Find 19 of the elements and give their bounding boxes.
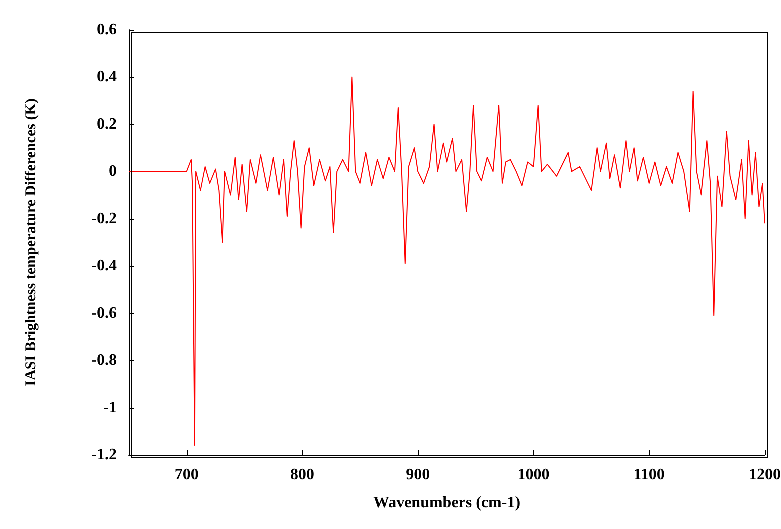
y-tick-label: -1.2 [92,446,117,464]
x-tick-label: 700 [174,466,199,484]
x-tick-label: 800 [290,466,314,484]
x-tick-label: 1100 [634,466,665,484]
x-tick-label: 1000 [518,466,550,484]
y-tick-label: -0.4 [92,258,117,275]
y-tick-label: 0.4 [97,68,117,86]
y-axis-title: IASI Brightness temperature Differences (K) [24,98,40,386]
y-tick-label: -0.2 [92,210,117,228]
x-axis-title: Wavenumbers (cm-1) [373,494,521,512]
y-tick-label: 0 [109,163,117,180]
y-tick-label: 0.2 [97,116,117,133]
line-series [128,76,766,446]
x-tick-label: 1200 [749,466,781,484]
y-tick-label: 0.6 [97,22,117,38]
y-tick-label: -0.6 [92,304,117,322]
y-tick-label: -0.8 [92,352,117,370]
y-tick-label: -1 [104,399,117,416]
x-tick-label: 900 [406,466,430,484]
